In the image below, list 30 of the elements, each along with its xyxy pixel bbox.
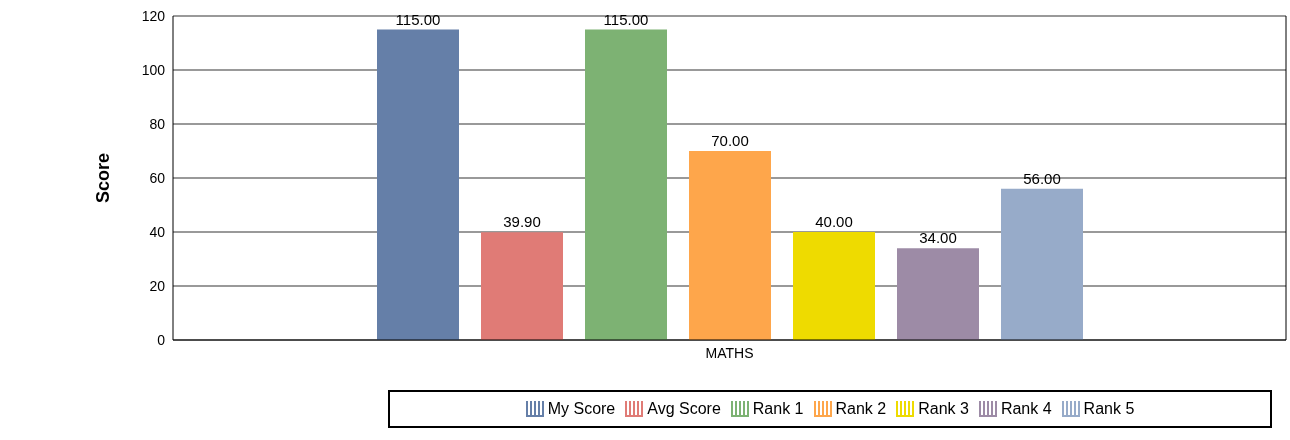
bar (897, 248, 979, 340)
data-label: 115.00 (603, 10, 649, 28)
y-axis-title: Score (93, 152, 114, 204)
legend-label: Avg Score (647, 400, 721, 418)
data-label: 39.90 (503, 213, 541, 231)
y-tick-label: 100 (141, 61, 166, 78)
y-tick-label: 60 (149, 169, 166, 186)
data-label: 40.00 (815, 213, 853, 230)
bar (1001, 188, 1083, 340)
y-tick-label: 20 (149, 277, 166, 294)
legend-label: Rank 2 (835, 400, 887, 418)
bar (689, 151, 771, 340)
x-tick-label: MATHS (705, 344, 754, 361)
data-label: 56.00 (1023, 169, 1061, 187)
y-tick-label: 40 (149, 223, 166, 240)
legend-label: Rank 3 (918, 400, 969, 418)
y-tick-label: 120 (141, 7, 166, 24)
data-label: 70.00 (711, 132, 749, 149)
bar (481, 232, 563, 340)
bar (585, 29, 667, 340)
legend-label: Rank 1 (752, 400, 804, 418)
legend-label: My Score (547, 400, 616, 418)
y-tick-label: 80 (149, 115, 166, 132)
bar (793, 232, 875, 340)
y-tick-label: 0 (157, 331, 166, 348)
legend-label: Rank 4 (1000, 400, 1052, 418)
data-label: 34.00 (919, 229, 957, 247)
bar (377, 29, 459, 340)
data-label: 115.00 (395, 10, 441, 28)
legend-label: Rank 5 (1083, 400, 1135, 418)
